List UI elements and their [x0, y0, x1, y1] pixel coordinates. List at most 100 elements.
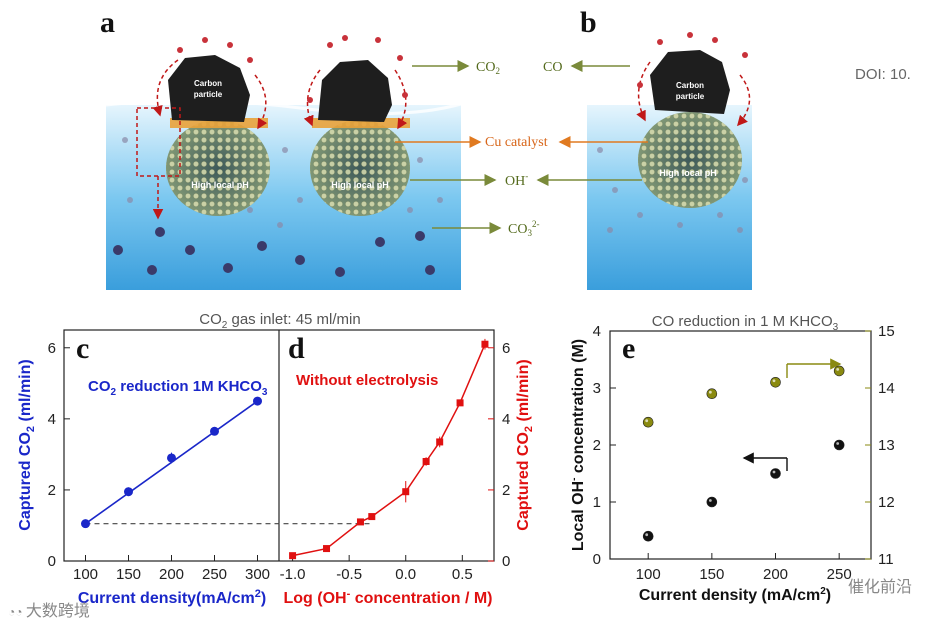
chart-e-point-highlight	[645, 419, 649, 423]
chart-e-xlabel: Current density (mA/cm2)	[639, 586, 831, 604]
chart-e-ytick-left-label: 1	[593, 494, 601, 511]
carbon-label-b-line1: Carbon	[676, 81, 704, 90]
chart-e-oh-point	[833, 439, 845, 451]
chart-e-xtick-label: 100	[636, 566, 661, 583]
chart-e-oh-point	[770, 468, 781, 479]
chart-c-xtick-label: 250	[202, 566, 227, 583]
chart-d-point	[368, 513, 376, 521]
chart-c-ytick-label: 2	[48, 482, 56, 499]
chart-c-xlabel: Current density(mA/cm2)	[78, 588, 266, 607]
chart-e-title: CO reduction in 1 M KHCO3	[652, 313, 839, 333]
carbonate-ions	[113, 227, 435, 277]
chart-d-xlabel: Log (OH- concentration / M)	[284, 588, 493, 607]
high-ph-label-1: High local pH	[191, 180, 249, 190]
doi-text: DOI: 10.	[855, 66, 911, 83]
chart-d-point	[289, 552, 297, 560]
cu-catalyst-band-2	[312, 118, 410, 128]
chart-c-ytick-label: 0	[48, 553, 56, 570]
illustration-b: Carbon particle High local pH	[587, 32, 752, 290]
chart-c-point	[167, 453, 176, 463]
chart-e-xtick-label: 250	[827, 566, 852, 583]
carbon-particle-b	[650, 50, 730, 114]
chart-e-ytick-left-label: 4	[593, 323, 601, 340]
co3-callout: CO32-	[508, 219, 539, 238]
chart-e-xtick-label: 200	[763, 566, 788, 583]
cu-catalyst-callout: Cu catalyst	[485, 135, 548, 150]
chart-e-point-highlight	[772, 470, 776, 474]
chart-e-ytick-right-label: 14	[878, 380, 895, 397]
chart-c-point	[253, 396, 262, 406]
panel-d-label: d	[288, 332, 305, 365]
chart-c-point	[81, 519, 90, 529]
chart-cd-title: CO2 gas inlet: 45 ml/min	[199, 311, 360, 331]
watermark-left: ◔◔ 大数跨境	[8, 601, 90, 620]
chart-d-xtick-label: -0.5	[336, 566, 362, 583]
chart-e-oh-point	[642, 530, 654, 542]
chart-c-xtick-label: 150	[116, 566, 141, 583]
chart-e-co-point	[642, 416, 654, 428]
chart-d-ytick-label: 4	[502, 411, 510, 428]
chart-d-ytick-label: 0	[502, 553, 510, 570]
carbon-particle-1	[168, 55, 250, 122]
callouts: CO2 CO Cu catalyst OH- CO32-	[395, 60, 648, 238]
chart-c-xtick-label: 200	[159, 566, 184, 583]
chart-d-annotation: Without electrolysis	[296, 372, 438, 389]
chart-e-oh-point	[706, 496, 718, 508]
chart-e-point-highlight	[645, 533, 649, 537]
chart-c-plot: 100 150 200 250 300 0 2 4 6	[48, 340, 370, 583]
electrolyte-bath-a	[106, 105, 461, 290]
chart-e-co-point	[706, 388, 718, 400]
chart-e-ytick-right-label: 13	[878, 437, 895, 454]
chart-c-point	[210, 426, 219, 436]
oh-callout: OH-	[505, 171, 528, 189]
chart-e-ytick-left-label: 2	[593, 437, 601, 454]
chart-e-co-point	[833, 365, 845, 377]
chart-d-ytick-label: 6	[502, 340, 510, 357]
chart-d-xtick-label: -1.0	[280, 566, 306, 583]
chart-c-xtick-label: 100	[73, 566, 98, 583]
panel-a-label: a	[100, 6, 115, 39]
watermark-right: 催化前沿	[848, 578, 912, 596]
chart-e-point-highlight	[836, 442, 840, 445]
panel-c-label: c	[76, 332, 89, 365]
chart-c-ylabel: Captured CO2 (ml/min)	[17, 359, 37, 530]
illustration-a: Carbon particle High local pH High local…	[105, 35, 462, 290]
high-ph-label-2: High local pH	[331, 180, 389, 190]
chart-d-point	[323, 545, 331, 553]
chart-e-xtick-label: 150	[699, 566, 724, 583]
chart-e-ytick-left-label: 0	[593, 551, 601, 568]
chart-e-point-highlight	[708, 499, 712, 502]
chart-c-point	[124, 487, 133, 497]
chart-e-ytick-left-label: 3	[593, 380, 601, 397]
chart-d-xtick-label: 0.0	[395, 566, 416, 583]
chart-c-ytick-label: 4	[48, 411, 56, 428]
chart-e-frame	[609, 330, 872, 560]
carbon-particle-2	[318, 60, 392, 122]
co2-callout: CO2	[476, 60, 500, 76]
carbon-label-line1: Carbon	[194, 79, 222, 88]
carbon-label-b-line2: particle	[676, 92, 705, 101]
chart-d-ylabel: Captured CO2 (ml/min)	[515, 359, 535, 530]
chart-e-co-point	[770, 376, 781, 388]
cu-catalyst-band-1	[170, 118, 268, 128]
chart-d-point	[436, 438, 444, 446]
chart-d-point	[456, 399, 464, 407]
chart-d-ytick-label: 2	[502, 482, 510, 499]
chart-e-ytick-right-label: 11	[878, 551, 894, 568]
chart-d-point	[356, 518, 364, 526]
chart-d-plot: -1.0 -0.5 0.0 0.5 0 2 4 6	[280, 338, 510, 583]
chart-d-xtick-label: 0.5	[452, 566, 473, 583]
chart-c-ytick-label: 6	[48, 340, 56, 357]
chart-d-point	[402, 488, 410, 496]
chart-e-ytick-right-label: 12	[878, 494, 895, 511]
panel-e-label: e	[622, 332, 635, 365]
chart-c-annotation: CO2 reduction 1M KHCO3	[88, 378, 268, 398]
chart-d-point	[481, 340, 489, 348]
chart-c-xtick-label: 300	[245, 566, 270, 583]
high-ph-label-b: High local pH	[659, 168, 717, 178]
panel-b-label: b	[580, 6, 597, 39]
chart-e-point-highlight	[772, 379, 776, 383]
chart-d-point	[422, 457, 430, 465]
chart-e-ytick-right-label: 15	[878, 323, 895, 340]
